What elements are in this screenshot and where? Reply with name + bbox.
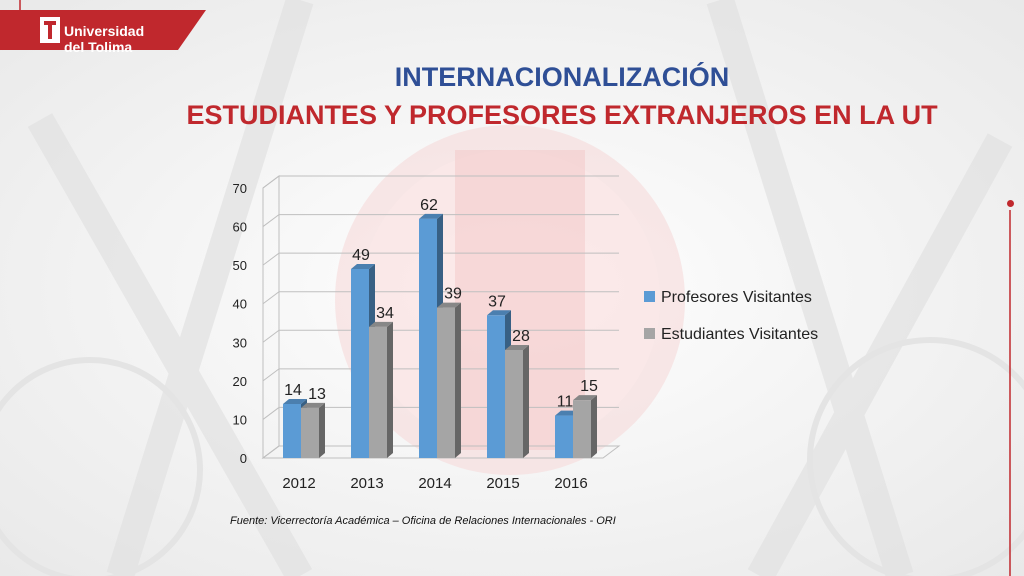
data-label: 39 <box>444 286 462 303</box>
x-tick-label: 2013 <box>350 475 383 492</box>
data-label: 15 <box>580 378 598 395</box>
bar-side <box>387 321 393 458</box>
bar <box>437 307 455 458</box>
legend-label: Estudiantes Visitantes <box>661 326 818 343</box>
bar-top <box>419 213 443 219</box>
bar <box>487 315 505 458</box>
x-tick-label: 2012 <box>282 475 315 492</box>
y-tick-label: 20 <box>233 374 247 389</box>
x-tick-label: 2014 <box>418 475 451 492</box>
data-label: 49 <box>352 247 370 264</box>
bar-side <box>319 402 325 458</box>
slide-title: INTERNACIONALIZACIÓN <box>394 62 730 92</box>
y-tick-label: 70 <box>233 181 247 196</box>
source-note: Fuente: Vicerrectoría Académica – Oficin… <box>230 515 616 527</box>
legend-swatch <box>644 328 655 339</box>
bar-top <box>505 345 529 350</box>
bar-top <box>437 302 461 308</box>
gridline <box>262 291 619 305</box>
bar <box>369 326 387 458</box>
bar <box>573 400 591 458</box>
y-tick-label: 30 <box>233 335 247 350</box>
chart-side-wall <box>262 175 280 459</box>
bar-side <box>591 395 597 458</box>
bar-top <box>369 321 393 327</box>
bar <box>419 218 437 458</box>
y-tick-label: 50 <box>233 258 247 273</box>
y-tick-label: 60 <box>233 220 247 235</box>
slide-subtitle: ESTUDIANTES Y PROFESORES EXTRANJEROS EN … <box>186 100 938 130</box>
data-label: 34 <box>376 305 394 322</box>
x-tick-label: 2016 <box>554 475 587 492</box>
gridline <box>262 252 619 266</box>
bar <box>351 269 369 458</box>
bar-top <box>487 310 511 316</box>
bar-top <box>573 395 597 401</box>
decor-dot-right <box>1007 200 1014 207</box>
bar <box>555 415 573 458</box>
gridline <box>262 214 619 227</box>
bar-top <box>283 399 307 404</box>
bar <box>301 407 319 458</box>
y-tick-label: 0 <box>240 451 247 466</box>
legend-label: Profesores Visitantes <box>661 289 812 306</box>
data-label: 37 <box>488 293 506 310</box>
data-label: 11 <box>557 394 574 411</box>
gridline <box>262 175 619 189</box>
data-label: 28 <box>512 328 530 345</box>
bar-side <box>455 302 461 458</box>
brand-line-1: Universidad <box>64 23 145 39</box>
bar-top <box>301 402 325 408</box>
data-label: 14 <box>284 382 302 399</box>
data-label: 62 <box>420 197 438 214</box>
bar <box>505 350 523 458</box>
x-tick-label: 2015 <box>486 475 519 492</box>
university-logo: Universidad del Tolima <box>0 10 206 55</box>
bar <box>283 404 301 458</box>
legend-swatch <box>644 291 655 302</box>
bar-top <box>351 264 375 269</box>
y-tick-label: 10 <box>233 412 247 427</box>
bar-side <box>523 345 529 458</box>
data-label: 13 <box>308 386 326 403</box>
brand-line-2: del Tolima <box>64 39 133 55</box>
y-tick-label: 40 <box>233 297 247 312</box>
